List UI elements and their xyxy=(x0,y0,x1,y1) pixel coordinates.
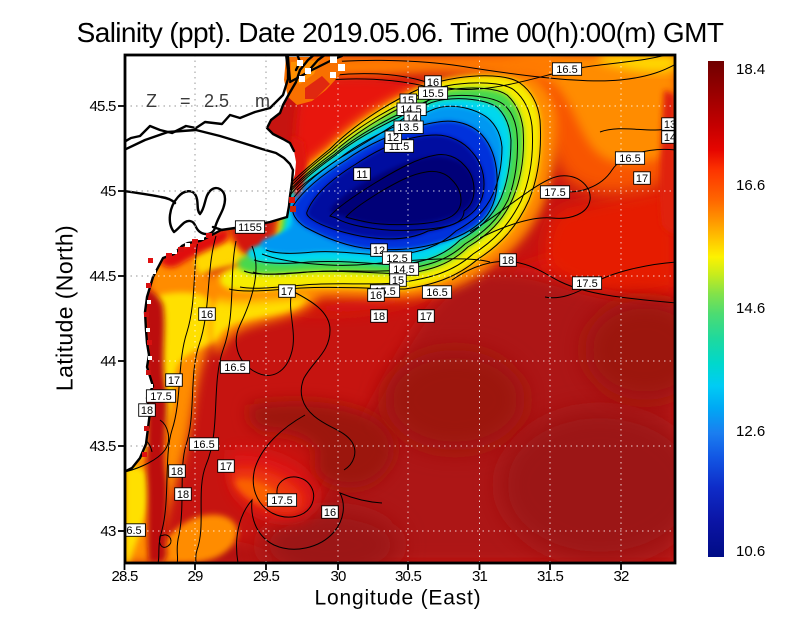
svg-text:Latitude (North): Latitude (North) xyxy=(52,225,78,391)
svg-text:=: = xyxy=(180,91,191,111)
svg-text:16: 16 xyxy=(201,309,213,321)
svg-text:14.6: 14.6 xyxy=(736,300,765,317)
svg-text:31.5: 31.5 xyxy=(537,568,563,585)
svg-text:18: 18 xyxy=(373,311,385,323)
svg-text:18: 18 xyxy=(141,405,153,417)
svg-text:17.5: 17.5 xyxy=(544,187,565,199)
svg-text:31: 31 xyxy=(472,568,488,585)
svg-text:10.6: 10.6 xyxy=(736,543,765,560)
svg-text:29: 29 xyxy=(187,568,203,585)
svg-text:16.5: 16.5 xyxy=(619,153,640,165)
svg-text:m: m xyxy=(255,91,270,111)
svg-text:44: 44 xyxy=(100,353,116,370)
svg-text:16.5: 16.5 xyxy=(556,64,577,76)
svg-text:1155: 1155 xyxy=(238,222,262,234)
svg-text:15.5: 15.5 xyxy=(422,88,443,100)
svg-text:12: 12 xyxy=(387,132,399,144)
svg-text:45.5: 45.5 xyxy=(90,98,116,115)
svg-text:44.5: 44.5 xyxy=(90,268,116,285)
svg-text:16: 16 xyxy=(427,77,439,89)
svg-text:17: 17 xyxy=(220,461,232,473)
svg-text:43: 43 xyxy=(100,523,116,540)
svg-text:18: 18 xyxy=(502,255,514,267)
svg-text:15: 15 xyxy=(392,275,404,287)
svg-text:6.5: 6.5 xyxy=(126,525,141,537)
svg-text:17: 17 xyxy=(168,375,180,387)
svg-text:30.5: 30.5 xyxy=(395,568,421,585)
svg-text:14.5: 14.5 xyxy=(393,264,414,276)
svg-text:17.5: 17.5 xyxy=(576,278,597,290)
svg-text:29.5: 29.5 xyxy=(253,568,279,585)
svg-text:17: 17 xyxy=(420,311,432,323)
svg-text:16.5: 16.5 xyxy=(426,287,447,299)
svg-text:18: 18 xyxy=(177,489,189,501)
svg-text:28.5: 28.5 xyxy=(112,568,138,585)
svg-text:Z: Z xyxy=(146,91,157,111)
svg-text:Longitude (East): Longitude (East) xyxy=(315,587,482,610)
svg-text:11.5: 11.5 xyxy=(389,141,410,153)
svg-text:43.5: 43.5 xyxy=(90,438,116,455)
svg-text:17.5: 17.5 xyxy=(150,391,171,403)
svg-text:16.5: 16.5 xyxy=(193,439,214,451)
svg-text:12.5: 12.5 xyxy=(386,253,407,265)
svg-text:16.5: 16.5 xyxy=(224,362,245,374)
svg-text:11: 11 xyxy=(356,169,367,181)
svg-text:14: 14 xyxy=(664,132,676,144)
svg-text:30: 30 xyxy=(330,568,346,585)
svg-text:17: 17 xyxy=(636,173,648,185)
svg-text:17.5: 17.5 xyxy=(271,495,292,507)
svg-text:16.6: 16.6 xyxy=(736,177,765,194)
svg-text:18: 18 xyxy=(171,466,183,478)
svg-text:45: 45 xyxy=(100,183,116,200)
svg-text:16: 16 xyxy=(370,290,382,302)
svg-text:13: 13 xyxy=(664,119,676,131)
svg-text:Salinity (ppt). Date 2019.05.0: Salinity (ppt). Date 2019.05.06. Time 00… xyxy=(77,17,724,48)
svg-text:2.5: 2.5 xyxy=(204,91,229,111)
svg-text:32: 32 xyxy=(613,568,629,585)
svg-text:16: 16 xyxy=(324,507,336,519)
svg-text:17: 17 xyxy=(281,286,293,298)
svg-text:12.6: 12.6 xyxy=(736,423,765,440)
svg-text:13.5: 13.5 xyxy=(397,122,418,134)
svg-text:18.4: 18.4 xyxy=(736,61,765,78)
